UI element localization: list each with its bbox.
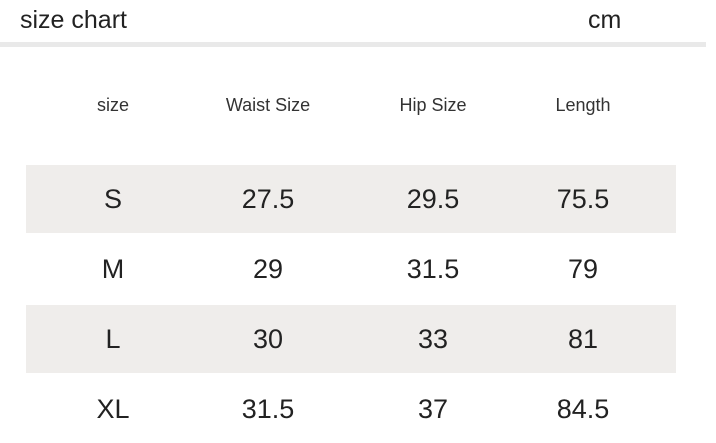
cell-hip: 33 [417,323,449,354]
table-row: XL 31.5 37 84.5 [26,375,676,443]
unit-label: cm [588,6,622,34]
column-header-length: Length [555,94,611,115]
table-row: M 29 31.5 79 [26,235,676,303]
page-title: size chart [20,6,127,34]
cell-waist: 29 [252,253,284,284]
cell-waist: 31.5 [241,393,295,424]
divider [0,42,706,47]
cell-hip: 37 [417,393,449,424]
table-row: L 30 33 81 [26,305,676,373]
column-header-hip: Hip Size [399,94,467,115]
column-header-waist: Waist Size [225,94,311,115]
cell-size: S [103,183,122,214]
cell-waist: 30 [252,323,284,354]
cell-hip: 29.5 [406,183,460,214]
cell-length: 79 [567,253,599,284]
cell-length: 84.5 [556,393,610,424]
column-header-size: size [96,94,129,115]
cell-length: 81 [567,323,599,354]
cell-size: M [101,253,125,284]
cell-size: L [105,323,121,354]
table-row: S 27.5 29.5 75.5 [26,165,676,233]
cell-hip: 31.5 [406,253,460,284]
cell-size: XL [96,393,130,424]
cell-length: 75.5 [556,183,610,214]
table-header: size Waist Size Hip Size Length [26,88,676,122]
cell-waist: 27.5 [241,183,295,214]
